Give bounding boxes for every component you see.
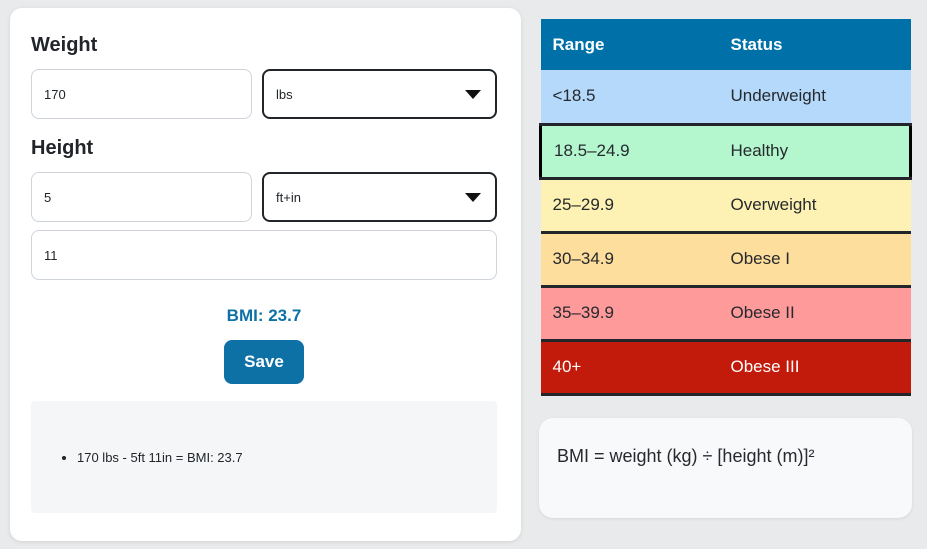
table-row-healthy-highlighted: 18.5–24.9 Healthy [540, 124, 911, 178]
table-row-obese-1: 30–34.9 Obese I [540, 232, 911, 286]
bmi-range-table: Range Status <18.5 Underweight 18.5–24.9… [539, 19, 912, 396]
weight-unit-selected-value: lbs [276, 86, 293, 102]
range-cell: 40+ [552, 357, 582, 376]
table-row-overweight: 25–29.9 Overweight [540, 178, 911, 232]
status-cell: Obese I [730, 249, 791, 268]
chevron-down-icon [465, 192, 481, 202]
history-panel: 170 lbs - 5ft 11in = BMI: 23.7 [31, 401, 497, 513]
range-cell: 18.5–24.9 [554, 141, 630, 160]
status-cell: Obese III [730, 357, 800, 376]
range-cell: 35–39.9 [552, 303, 614, 322]
range-column-header: Range [540, 19, 719, 70]
save-button[interactable]: Save [224, 340, 304, 384]
height-field-row: ft+in [31, 172, 497, 222]
chevron-down-icon [465, 89, 481, 99]
weight-unit-select[interactable]: lbs [262, 69, 497, 119]
height-heading: Height [31, 137, 94, 159]
reference-column: Range Status <18.5 Underweight 18.5–24.9… [539, 8, 912, 541]
height-unit-selected-value: ft+in [276, 189, 301, 205]
weight-heading: Weight [31, 34, 98, 56]
table-row-underweight: <18.5 Underweight [540, 70, 911, 124]
range-cell: 30–34.9 [552, 249, 614, 268]
bmi-result-text: BMI: 23.7 [226, 306, 302, 325]
table-header-row: Range Status [540, 19, 911, 70]
range-cell: 25–29.9 [552, 195, 614, 214]
table-row-obese-2: 35–39.9 Obese II [540, 286, 911, 340]
status-cell: Underweight [730, 86, 826, 106]
height-inches-input[interactable] [31, 230, 497, 280]
history-item: 170 lbs - 5ft 11in = BMI: 23.7 [77, 450, 243, 465]
status-cell: Obese II [730, 303, 795, 322]
height-feet-input[interactable] [31, 172, 252, 222]
bmi-formula-card: BMI = weight (kg) ÷ [height (m)]² [539, 417, 912, 518]
bmi-formula-text: BMI = weight (kg) ÷ [height (m)]² [557, 445, 815, 466]
weight-input[interactable] [31, 69, 252, 119]
status-cell: Healthy [730, 141, 789, 160]
range-cell: <18.5 [552, 86, 596, 106]
status-cell: Overweight [730, 195, 817, 214]
table-row-obese-3: 40+ Obese III [540, 340, 911, 394]
save-button-row: Save [31, 340, 497, 384]
status-column-header: Status [718, 19, 911, 70]
bmi-calculator-card: Weight lbs Height ft+in BMI: 23.7 Save 1… [10, 8, 521, 541]
height-unit-select[interactable]: ft+in [262, 172, 497, 222]
history-list: 170 lbs - 5ft 11in = BMI: 23.7 [47, 450, 243, 465]
weight-field-row: lbs [31, 69, 497, 119]
